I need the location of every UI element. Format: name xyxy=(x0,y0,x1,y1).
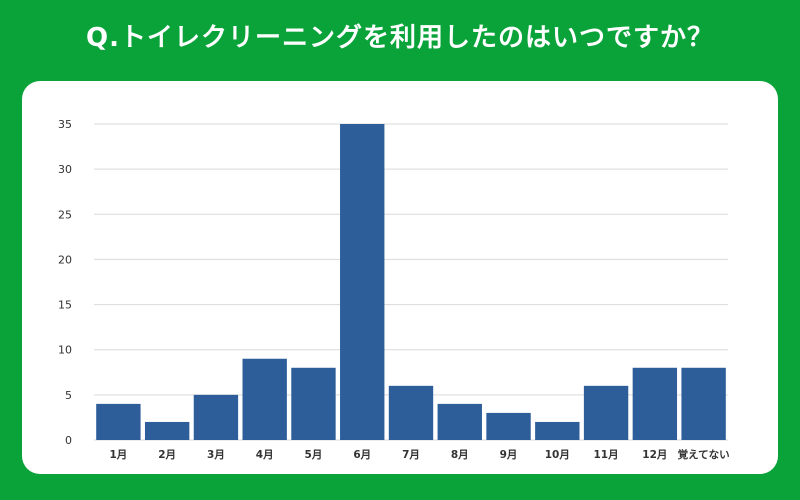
x-tick-label: 2月 xyxy=(158,449,176,461)
x-tick-label: 4月 xyxy=(256,449,274,461)
bar xyxy=(535,421,580,440)
bar xyxy=(242,358,287,440)
bar xyxy=(632,367,678,440)
bar xyxy=(144,421,190,440)
y-tick-label: 35 xyxy=(58,118,72,131)
y-tick-label: 5 xyxy=(65,389,72,402)
x-axis-ticks: 1月 2月 3月 4月 5月 6月 7月 8月 9月 10月 11月 12月 覚えてない xyxy=(109,448,729,461)
bar xyxy=(486,412,531,440)
page-title: Q.トイレクリーニングを利用したのはいつですか？ xyxy=(86,23,714,53)
x-tick-label: 1月 xyxy=(109,449,127,461)
bar xyxy=(437,403,482,440)
bar xyxy=(193,394,239,440)
x-tick-label: 8月 xyxy=(451,449,469,461)
x-tick-label: 9月 xyxy=(500,449,518,461)
bar xyxy=(291,367,336,440)
y-tick-label: 0 xyxy=(65,434,72,447)
y-tick-label: 10 xyxy=(58,344,72,357)
x-tick-label: 10月 xyxy=(545,449,570,461)
y-tick-label: 25 xyxy=(58,208,72,221)
x-tick-label: 3月 xyxy=(207,449,225,461)
y-tick-label: 30 xyxy=(58,163,72,176)
x-tick-label: 6月 xyxy=(353,449,371,461)
bar xyxy=(388,385,434,440)
y-tick-label: 15 xyxy=(58,299,72,312)
x-tick-label: 5月 xyxy=(305,449,323,461)
x-tick-label: 7月 xyxy=(402,449,420,461)
x-tick-label: 12月 xyxy=(642,449,667,461)
chart-card: 0 5 10 15 20 25 30 35 1月 2月 3月 4月 5月 6月 7月 8月 9月 10月 11月 1… xyxy=(22,81,778,474)
y-axis-ticks: 0 5 10 15 20 25 30 35 xyxy=(58,118,72,447)
x-tick-label: 覚えてない xyxy=(678,448,730,461)
y-tick-label: 20 xyxy=(58,253,72,266)
bar xyxy=(340,124,385,440)
bar xyxy=(583,385,629,440)
bars xyxy=(96,124,726,440)
bar xyxy=(681,367,726,440)
x-tick-label: 11月 xyxy=(594,449,619,461)
bar xyxy=(96,403,141,440)
